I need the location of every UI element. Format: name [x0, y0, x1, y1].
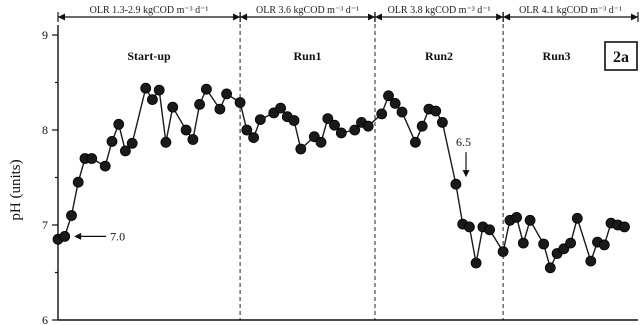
y-axis-label: pH (units) — [8, 159, 24, 220]
data-point — [436, 117, 448, 128]
data-point — [59, 230, 71, 242]
data-point — [72, 176, 84, 188]
panel-label: 2a — [604, 41, 638, 71]
data-point — [598, 239, 610, 251]
phase-olr-label: OLR 1.3-2.9 kgCOD m⁻³ d⁻¹ — [90, 5, 209, 16]
data-point — [322, 113, 334, 124]
data-point — [389, 98, 401, 109]
data-point — [383, 90, 394, 102]
annotations: 7.0 6.5 — [74, 135, 471, 243]
arrow-right-icon — [631, 13, 638, 21]
data-point — [619, 221, 630, 233]
data-point — [315, 136, 327, 148]
y-tick-label-6: 6 — [42, 313, 48, 325]
phase-dividers — [239, 17, 504, 320]
data-point — [376, 108, 388, 120]
y-tick-label-8: 8 — [42, 123, 48, 137]
data-point — [362, 120, 374, 132]
data-point — [524, 214, 536, 226]
data-point — [194, 99, 206, 110]
data-point — [409, 136, 421, 148]
phase-run2: OLR 3.8 kgCOD m⁻³ d⁻¹ Run2 — [374, 5, 504, 63]
data-point — [544, 262, 556, 274]
data-point — [538, 238, 549, 250]
phase-bands: OLR 1.3-2.9 kgCOD m⁻³ d⁻¹ Start-up OLR 3.6… — [57, 5, 639, 63]
data-points — [52, 82, 630, 274]
y-tick-label-7: 7 — [42, 218, 48, 232]
data-point — [430, 105, 442, 117]
data-point — [416, 120, 428, 132]
data-point — [329, 119, 340, 131]
data-point — [106, 135, 118, 147]
data-point — [275, 102, 287, 114]
phase-name-label: Start-up — [127, 49, 171, 63]
phase-olr-label: OLR 4.1 kgCOD m⁻³ d⁻¹ — [519, 5, 622, 16]
data-point — [153, 84, 165, 96]
data-point — [120, 145, 131, 157]
phase-start-up: OLR 1.3-2.9 kgCOD m⁻³ d⁻¹ Start-up — [57, 5, 241, 63]
phase-olr-label: OLR 3.8 kgCOD m⁻³ d⁻¹ — [388, 5, 491, 16]
data-point — [99, 160, 111, 172]
data-point — [396, 106, 408, 118]
chart-axes: 6 7 8 9 — [42, 25, 638, 325]
arrow-right-icon — [367, 13, 375, 21]
data-point — [180, 124, 192, 136]
arrow-down-icon — [462, 170, 470, 178]
data-point — [497, 246, 509, 258]
arrow-left-icon — [503, 13, 511, 21]
data-point — [254, 114, 266, 125]
data-point — [484, 224, 496, 236]
data-point — [86, 153, 98, 164]
data-point — [234, 97, 246, 108]
data-point — [470, 257, 482, 269]
data-point — [214, 103, 226, 115]
annotation-label: 7.0 — [110, 229, 125, 243]
data-point — [248, 132, 260, 144]
phase-name-label: Run1 — [294, 49, 322, 63]
panel-label-text: 2a — [613, 49, 629, 66]
data-point — [66, 210, 77, 221]
data-point — [167, 101, 179, 113]
phase-olr-label: OLR 3.6 kgCOD m⁻³ d⁻¹ — [256, 5, 359, 16]
annotation-label: 6.5 — [456, 135, 471, 149]
phase-name-label: Run3 — [543, 49, 571, 63]
data-point — [288, 115, 300, 126]
data-point — [463, 221, 475, 233]
phase-run1: OLR 3.6 kgCOD m⁻³ d⁻¹ Run1 — [239, 5, 376, 63]
data-point — [571, 212, 583, 224]
arrow-left-icon — [374, 13, 382, 21]
arrow-left-icon — [74, 232, 82, 240]
data-point — [113, 118, 125, 130]
arrow-left-icon — [58, 13, 65, 21]
data-point — [585, 255, 597, 267]
data-point — [517, 237, 529, 249]
y-tick-label-9: 9 — [42, 28, 48, 42]
data-point — [126, 137, 138, 149]
data-point — [187, 134, 199, 145]
arrow-right-icon — [496, 13, 504, 21]
phase-name-label: Run2 — [425, 49, 453, 63]
data-point — [200, 83, 212, 95]
arrow-right-icon — [233, 13, 241, 21]
arrow-left-icon — [240, 13, 248, 21]
data-point — [221, 88, 233, 100]
data-point — [335, 127, 347, 139]
data-point — [160, 136, 172, 148]
data-point — [146, 94, 158, 105]
data-point — [565, 237, 576, 249]
data-point — [511, 211, 522, 223]
data-point — [140, 82, 152, 94]
data-point — [349, 124, 361, 136]
data-point — [241, 124, 253, 136]
data-point — [450, 178, 462, 190]
data-point — [295, 143, 307, 155]
